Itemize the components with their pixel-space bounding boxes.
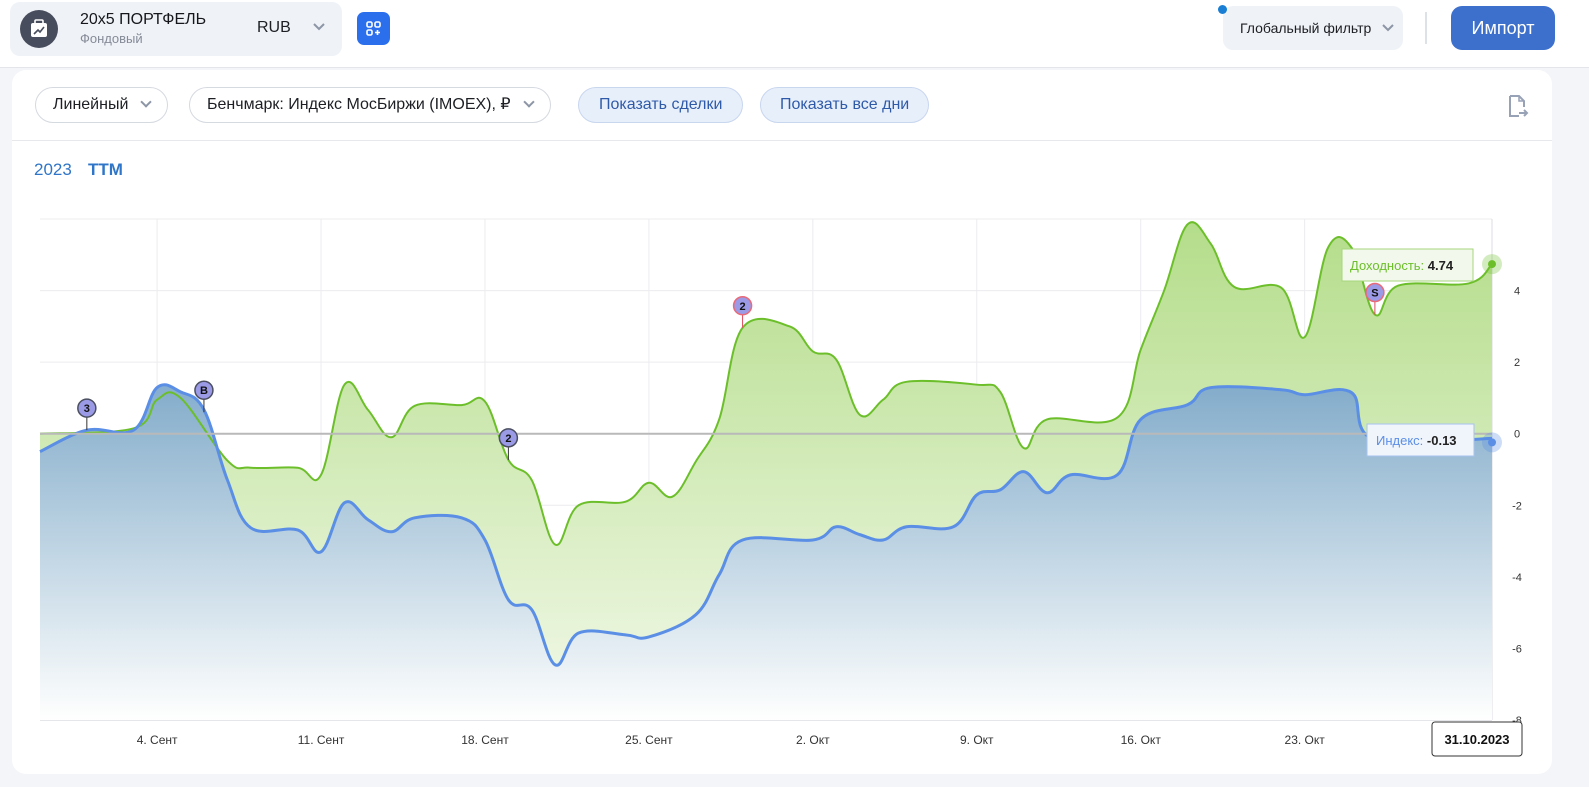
x-tick-label: 25. Сент [625,733,673,747]
trade-marker-label: B [200,385,208,397]
y-tick-label: 2 [1514,357,1520,369]
chevron-down-icon [313,23,325,31]
scale-dropdown[interactable]: Линейный [35,87,169,123]
index-line [39,383,1493,667]
divider [1425,12,1427,44]
y-tick-label: -8 [1512,715,1522,727]
import-button[interactable]: Импорт [1451,6,1555,50]
y-tick-label: 4 [1514,286,1520,298]
grid-plus-icon [366,21,381,36]
top-bar: 20x5 ПОРТФЕЛЬ Фондовый RUB Глобальный фи… [0,0,1589,68]
x-tick-label: 4. Сент [137,733,178,747]
y-tick-label: -6 [1512,643,1522,655]
x-tick-label: 18. Сент [461,733,509,747]
y-tick-label: -4 [1512,572,1522,584]
tab-2023[interactable]: 2023 [34,160,72,179]
global-filter-dropdown[interactable]: Глобальный фильтр [1218,5,1403,50]
scale-label: Линейный [53,96,129,113]
trade-marker-label: 3 [84,403,90,415]
trade-marker-label: 2 [740,301,746,313]
portfolio-line [39,221,1493,546]
crosshair-date-label: 31.10.2023 [1444,732,1509,747]
trade-marker [498,428,519,448]
benchmark-label: Бенчмарк: Индекс МосБиржи (IMOEX), ₽ [207,96,511,113]
trade-marker [732,296,753,316]
add-widget-button[interactable] [357,12,390,45]
currency-label: RUB [257,19,291,36]
crosshair-date-box [1431,721,1523,757]
portfolio-tooltip-text: Доходность: 4.74 [1350,258,1454,273]
portfolio-type: Фондовый [80,31,143,46]
x-tick-label: 2. Окт [796,733,830,747]
show-trades-button[interactable]: Показать сделки [578,87,744,123]
trade-marker [1365,282,1385,303]
global-filter-label: Глобальный фильтр [1240,20,1372,36]
index-area [40,384,1492,720]
benchmark-dropdown[interactable]: Бенчмарк: Индекс МосБиржи (IMOEX), ₽ [189,87,551,123]
y-tick-label: 0 [1514,429,1520,441]
briefcase-chart-icon [20,10,58,48]
index-end-point [1488,438,1496,447]
filter-active-dot [1218,5,1227,14]
x-tick-label: 11. Сент [298,733,345,747]
index-tooltip-text: Индекс: -0.13 [1376,433,1457,448]
portfolio-end-point [1488,260,1496,269]
x-tick-label: 16. Окт [1121,733,1162,747]
x-tick-label: 9. Окт [960,733,994,747]
y-tick-label: -2 [1512,500,1522,512]
export-file-icon[interactable] [1506,94,1530,120]
tab-ttm[interactable]: TTM [88,160,123,179]
index-tooltip [1366,423,1475,457]
portfolio-selector[interactable]: 20x5 ПОРТФЕЛЬ Фондовый RUB [10,2,342,56]
show-all-days-button[interactable]: Показать все дни [760,87,930,123]
trade-marker-label: S [1371,288,1378,300]
divider [12,140,1552,141]
trade-marker-label: 2 [505,433,511,445]
portfolio-title: 20x5 ПОРТФЕЛЬ [80,11,207,28]
trade-marker [77,398,97,418]
trade-marker [194,380,214,400]
chevron-down-icon [1382,24,1394,32]
portfolio-tooltip [1341,248,1474,282]
x-tick-label: 23. Окт [1285,733,1326,747]
